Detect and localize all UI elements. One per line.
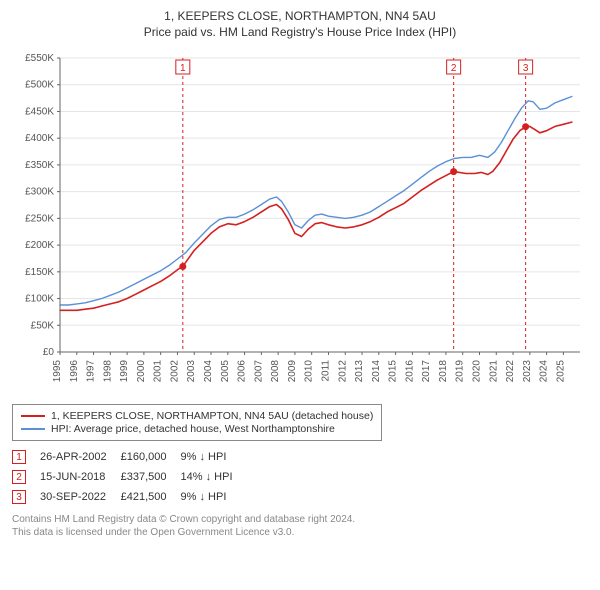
x-tick-label: 2005 [220, 360, 231, 383]
legend-swatch [21, 428, 45, 430]
sale-delta: 14% ↓ HPI [181, 467, 247, 487]
title-block: 1, KEEPERS CLOSE, NORTHAMPTON, NN4 5AU P… [12, 8, 588, 40]
x-tick-label: 2008 [270, 360, 281, 383]
y-tick-label: £300K [25, 187, 54, 198]
sale-price: £160,000 [121, 447, 181, 467]
sale-row: 3 30-SEP-2022£421,5009% ↓ HPI [12, 487, 247, 507]
x-tick-label: 2013 [354, 360, 365, 383]
x-tick-label: 2007 [253, 360, 264, 383]
sale-date: 15-JUN-2018 [40, 467, 121, 487]
chart-area: £0 £50K £100K £150K £200K £250K £300K £350K £400… [12, 46, 588, 396]
sales-table: 1 26-APR-2002£160,0009% ↓ HPI 2 15-JUN-2018… [12, 447, 247, 507]
x-tick-label: 2021 [488, 360, 499, 383]
y-tick-label: £250K [25, 214, 54, 225]
y-tick-label: £0 [43, 347, 55, 358]
sale-date: 30-SEP-2022 [40, 487, 121, 507]
x-tick-label: 1996 [69, 360, 80, 383]
sale-row: 1 26-APR-2002£160,0009% ↓ HPI [12, 447, 247, 467]
sale-dot [450, 168, 457, 175]
x-tick-label: 2012 [337, 360, 348, 383]
sale-price: £421,500 [121, 487, 181, 507]
y-tick-label: £400K [25, 134, 54, 145]
x-tick-label: 1997 [86, 360, 97, 383]
sale-marker-number: 1 [180, 63, 186, 74]
sale-delta: 9% ↓ HPI [181, 447, 247, 467]
sale-row: 2 15-JUN-2018£337,50014% ↓ HPI [12, 467, 247, 487]
sale-dot [179, 263, 186, 270]
x-tick-label: 2023 [522, 360, 533, 383]
x-tick-label: 2025 [555, 360, 566, 383]
sale-index-badge: 1 [12, 450, 26, 464]
x-tick-label: 2010 [304, 360, 315, 383]
legend-row: 1, KEEPERS CLOSE, NORTHAMPTON, NN4 5AU (… [21, 410, 373, 422]
legend-label: 1, KEEPERS CLOSE, NORTHAMPTON, NN4 5AU (… [51, 410, 373, 422]
y-tick-label: £150K [25, 267, 54, 278]
y-tick-label: £550K [25, 53, 54, 64]
legend-label: HPI: Average price, detached house, West… [51, 423, 335, 435]
x-tick-label: 2003 [186, 360, 197, 383]
x-tick-label: 2018 [438, 360, 449, 383]
attribution-line: Contains HM Land Registry data © Crown c… [12, 513, 588, 526]
sale-marker-number: 2 [451, 63, 457, 74]
sale-price: £337,500 [121, 467, 181, 487]
sale-index-badge: 3 [12, 490, 26, 504]
x-tick-label: 2022 [505, 360, 516, 383]
x-tick-label: 2000 [136, 360, 147, 383]
x-tick-label: 2011 [320, 360, 331, 382]
x-tick-label: 2015 [388, 360, 399, 383]
x-tick-label: 2017 [421, 360, 432, 383]
x-tick-label: 2016 [404, 360, 415, 383]
legend-swatch [21, 415, 45, 417]
chart-subtitle: Price paid vs. HM Land Registry's House … [12, 24, 588, 40]
x-tick-label: 1998 [102, 360, 113, 383]
y-tick-label: £450K [25, 107, 54, 118]
legend-row: HPI: Average price, detached house, West… [21, 423, 373, 435]
x-tick-label: 2006 [237, 360, 248, 383]
sale-marker-number: 3 [523, 63, 529, 74]
x-tick-label: 2024 [539, 360, 550, 383]
sale-delta: 9% ↓ HPI [181, 487, 247, 507]
x-tick-label: 2009 [287, 360, 298, 383]
y-tick-label: £100K [25, 294, 54, 305]
legend: 1, KEEPERS CLOSE, NORTHAMPTON, NN4 5AU (… [12, 404, 382, 441]
x-tick-label: 2002 [169, 360, 180, 383]
x-tick-label: 1999 [119, 360, 130, 383]
x-tick-label: 2004 [203, 360, 214, 383]
y-tick-label: £200K [25, 240, 54, 251]
y-tick-label: £50K [31, 321, 55, 332]
sale-dot [522, 124, 529, 131]
x-tick-label: 2020 [471, 360, 482, 383]
sale-index-badge: 2 [12, 470, 26, 484]
attribution-line: This data is licensed under the Open Gov… [12, 526, 588, 539]
x-tick-label: 2001 [153, 360, 164, 383]
x-tick-label: 2019 [455, 360, 466, 383]
line-chart: £0 £50K £100K £150K £200K £250K £300K £350K £400… [12, 46, 588, 396]
chart-container: 1, KEEPERS CLOSE, NORTHAMPTON, NN4 5AU P… [0, 0, 600, 545]
x-tick-label: 1995 [52, 360, 63, 383]
x-tick-label: 2014 [371, 360, 382, 383]
chart-title: 1, KEEPERS CLOSE, NORTHAMPTON, NN4 5AU [12, 8, 588, 24]
sale-date: 26-APR-2002 [40, 447, 121, 467]
y-tick-label: £500K [25, 80, 54, 91]
y-tick-label: £350K [25, 160, 54, 171]
attribution: Contains HM Land Registry data © Crown c… [12, 513, 588, 539]
